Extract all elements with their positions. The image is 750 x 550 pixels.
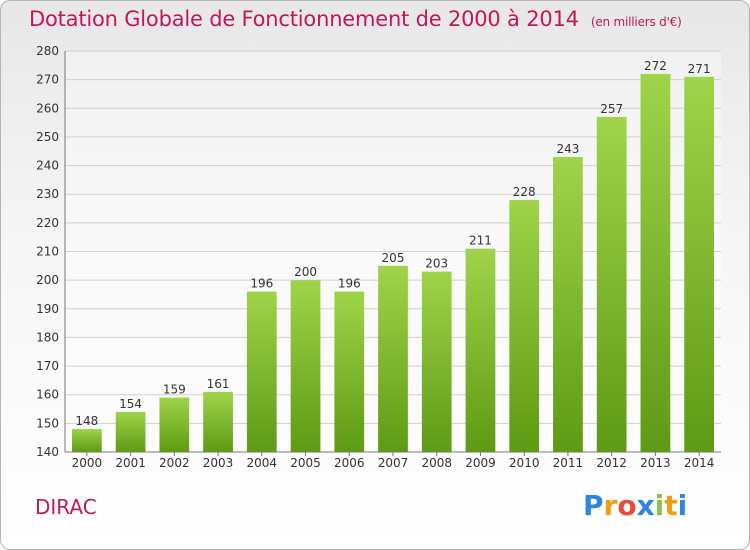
bar (159, 398, 189, 452)
bar (422, 272, 452, 452)
bar (684, 77, 714, 452)
bar-value-label: 271 (688, 62, 711, 76)
x-tick-label: 2011 (553, 456, 584, 470)
x-tick-label: 2004 (247, 456, 278, 470)
y-tick-label: 140 (36, 445, 59, 459)
y-tick-label: 260 (36, 101, 59, 115)
y-tick-label: 200 (36, 273, 59, 287)
y-tick-label: 250 (36, 130, 59, 144)
bar (509, 200, 539, 452)
x-tick-label: 2006 (334, 456, 365, 470)
bar (597, 117, 627, 452)
bar-value-label: 211 (469, 234, 492, 248)
x-tick-label: 2005 (290, 456, 321, 470)
y-tick-label: 170 (36, 359, 59, 373)
bar (378, 266, 408, 452)
bar-value-label: 148 (75, 414, 98, 428)
proxiti-logo: Proxiti (583, 489, 687, 522)
x-tick-label: 2000 (72, 456, 103, 470)
bar (291, 280, 321, 452)
bar (553, 157, 583, 452)
logo-letter: o (617, 489, 636, 522)
bar (116, 412, 146, 452)
logo-letter: i (678, 489, 688, 522)
bar-value-label: 196 (250, 277, 273, 291)
bar-value-label: 159 (163, 383, 186, 397)
logo-letter: x (637, 489, 655, 522)
x-tick-label: 2009 (465, 456, 496, 470)
y-tick-label: 180 (36, 330, 59, 344)
y-tick-label: 190 (36, 302, 59, 316)
bar (641, 74, 671, 452)
y-tick-label: 160 (36, 388, 59, 402)
y-tick-label: 230 (36, 187, 59, 201)
commune-name: DIRAC (35, 495, 97, 519)
x-tick-label: 2014 (684, 456, 715, 470)
bar (466, 249, 496, 452)
logo-letter: r (604, 489, 618, 522)
x-tick-label: 2001 (115, 456, 146, 470)
x-tick-label: 2010 (509, 456, 540, 470)
bar-value-label: 196 (338, 277, 361, 291)
x-tick-label: 2013 (640, 456, 671, 470)
y-tick-label: 280 (36, 44, 59, 58)
bar-value-label: 203 (425, 257, 448, 271)
x-tick-label: 2008 (421, 456, 452, 470)
x-tick-label: 2007 (378, 456, 409, 470)
bar-value-label: 200 (294, 265, 317, 279)
logo-letter: i (655, 489, 665, 522)
bar (247, 292, 277, 452)
bar-value-label: 243 (556, 142, 579, 156)
y-tick-label: 240 (36, 159, 59, 173)
bar-value-label: 161 (207, 377, 230, 391)
bar (334, 292, 364, 452)
logo-letter: t (664, 489, 677, 522)
y-tick-label: 270 (36, 73, 59, 87)
bar-value-label: 272 (644, 59, 667, 73)
x-tick-label: 2003 (203, 456, 234, 470)
bar (72, 429, 102, 452)
x-tick-label: 2002 (159, 456, 190, 470)
bar-value-label: 257 (600, 102, 623, 116)
y-tick-label: 210 (36, 245, 59, 259)
y-tick-label: 150 (36, 416, 59, 430)
y-tick-label: 220 (36, 216, 59, 230)
logo-letter: P (583, 489, 604, 522)
bar-value-label: 205 (382, 251, 405, 265)
bar-value-label: 228 (513, 185, 536, 199)
x-tick-label: 2012 (596, 456, 627, 470)
bar (203, 392, 233, 452)
bar-value-label: 154 (119, 397, 142, 411)
